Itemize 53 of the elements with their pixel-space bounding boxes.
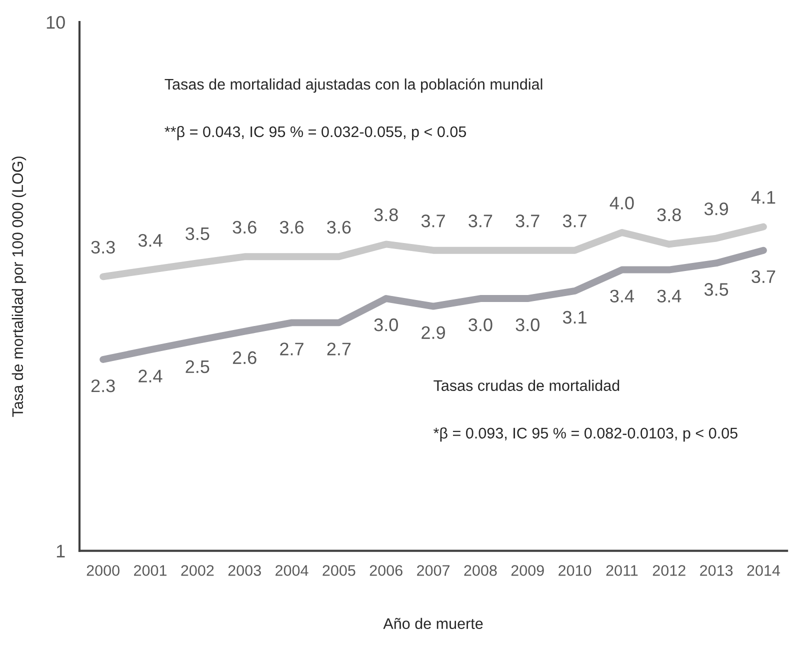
- x-tick-label: 2007: [417, 565, 450, 576]
- data-label: 3.1: [562, 310, 586, 324]
- data-label: 2.4: [138, 370, 162, 382]
- data-label: 3.6: [327, 220, 351, 234]
- data-label: 2.7: [327, 342, 351, 356]
- data-label: 3.0: [374, 318, 398, 332]
- data-label: 3.0: [516, 318, 540, 332]
- y-tick-label: 1: [56, 544, 65, 558]
- data-label: 3.7: [752, 270, 776, 284]
- x-tick-label: 2008: [464, 565, 497, 576]
- data-label: 3.0: [468, 318, 492, 332]
- annotation: Tasas de mortalidad ajustadas con la población mundial: [164, 78, 542, 93]
- x-tick-label: 2014: [747, 565, 780, 576]
- data-label: 3.7: [421, 214, 445, 228]
- x-tick-label: 2009: [511, 565, 544, 576]
- annotation: Tasas crudas de mortalidad: [434, 380, 620, 391]
- x-tick-label: 2006: [370, 565, 402, 576]
- y-tick-label: 10: [46, 16, 65, 29]
- x-tick-label: 2012: [652, 565, 686, 576]
- data-label: 3.3: [91, 240, 115, 254]
- data-label: 3.8: [657, 208, 681, 222]
- x-tick-label: 2001: [134, 565, 167, 576]
- data-label: 3.8: [374, 208, 398, 222]
- x-tick-label: 2013: [700, 565, 733, 576]
- data-label: 3.6: [232, 220, 256, 234]
- y-axis-title: Tasa de mortalidad por 100 000 (LOG): [12, 156, 26, 417]
- x-axis-title: Año de muerte: [383, 618, 483, 630]
- data-label: 2.7: [280, 342, 304, 356]
- x-tick-label: 2000: [86, 565, 120, 576]
- data-label: 2.3: [91, 379, 115, 392]
- data-label: 3.5: [186, 227, 210, 240]
- annotation: *β = 0.093, IC 95 % = 0.082-0.0103, p < 0.05: [434, 427, 738, 442]
- data-label: 3.5: [704, 283, 728, 296]
- data-label: 2.5: [186, 360, 210, 374]
- x-tick-label: 2003: [228, 565, 261, 576]
- data-label: 3.6: [280, 220, 304, 234]
- x-tick-label: 2011: [606, 565, 638, 576]
- data-label: 3.4: [138, 234, 162, 247]
- x-tick-label: 2005: [322, 565, 356, 576]
- x-tick-label: 2002: [181, 565, 214, 576]
- data-label: 3.7: [468, 214, 492, 228]
- data-label: 3.7: [562, 214, 586, 228]
- data-label: 3.4: [657, 290, 682, 302]
- data-label: 4.0: [610, 196, 634, 210]
- data-label: 3.4: [610, 290, 634, 302]
- data-label: 3.9: [704, 202, 728, 216]
- data-label: 3.7: [516, 214, 540, 228]
- data-label: 2.9: [422, 326, 445, 340]
- data-label: 4.1: [751, 191, 776, 204]
- x-tick-label: 2010: [558, 565, 592, 576]
- data-label: 2.6: [232, 351, 256, 364]
- x-tick-label: 2004: [276, 565, 308, 576]
- annotation: **β = 0.043, IC 95 % = 0.032-0.055, p < 0.05: [164, 126, 466, 140]
